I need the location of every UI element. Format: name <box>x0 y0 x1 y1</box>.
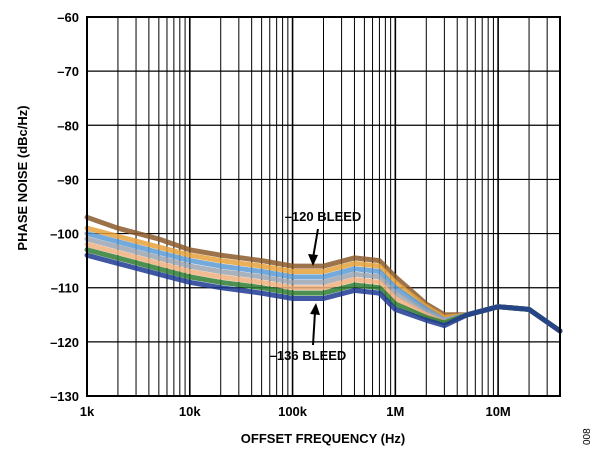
axes: 1k 10k 100k 1M 10M –60 –70 –80 –90 –100 –110 –120 –1… <box>50 10 561 419</box>
y-tick-label: –100 <box>50 227 79 242</box>
y-tick-label: –90 <box>57 172 79 187</box>
y-tick-label: –130 <box>50 389 79 404</box>
annotation-136-bleed-label: –136 BLEED <box>270 348 347 363</box>
annotation-136-bleed-arrowhead <box>310 303 320 315</box>
x-axis-title: OFFSET FREQUENCY (Hz) <box>241 431 405 446</box>
annotation-136-bleed-arrow <box>312 311 316 346</box>
y-axis-title: PHASE NOISE (dBc/Hz) <box>15 105 30 250</box>
y-tick-label: –80 <box>57 118 79 133</box>
y-tick-label: –110 <box>51 281 79 296</box>
plot-frame <box>86 16 561 397</box>
annotation-120-bleed-arrowhead <box>308 254 318 266</box>
x-tick-label: 1k <box>80 404 95 419</box>
y-tick-label: –60 <box>57 10 79 25</box>
x-tick-label: 10k <box>179 404 201 419</box>
annotation-120-bleed-arrow <box>312 228 319 259</box>
grid <box>87 16 560 397</box>
figure-id: 008 <box>582 428 593 445</box>
annotation-120-bleed-label: –120 BLEED <box>285 209 362 224</box>
annotation-136-bleed: –136 BLEED <box>270 303 347 363</box>
annotation-120-bleed: –120 BLEED <box>285 209 362 266</box>
x-tick-label: 100k <box>278 404 308 419</box>
series-group <box>84 214 563 334</box>
series-line-7 <box>84 252 563 334</box>
y-tick-label: –120 <box>50 335 79 350</box>
x-tick-label: 1M <box>386 404 404 419</box>
y-tick-label: –70 <box>57 64 79 79</box>
x-tick-label: 10M <box>485 404 510 419</box>
